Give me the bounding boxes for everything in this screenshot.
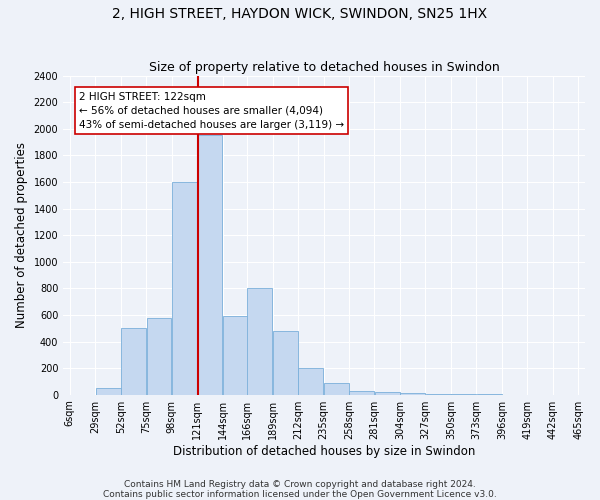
Bar [146, 318, 172, 394]
Bar [298, 368, 323, 394]
Bar [95, 388, 121, 394]
X-axis label: Distribution of detached houses by size in Swindon: Distribution of detached houses by size … [173, 444, 475, 458]
Text: 2, HIGH STREET, HAYDON WICK, SWINDON, SN25 1HX: 2, HIGH STREET, HAYDON WICK, SWINDON, SN… [112, 8, 488, 22]
Bar [223, 316, 248, 394]
Bar [273, 331, 298, 394]
Bar [375, 392, 400, 394]
Bar [121, 328, 146, 394]
Bar [247, 288, 272, 395]
Bar [197, 136, 223, 394]
Text: Contains HM Land Registry data © Crown copyright and database right 2024.
Contai: Contains HM Land Registry data © Crown c… [103, 480, 497, 499]
Bar [349, 390, 374, 394]
Bar [172, 182, 197, 394]
Title: Size of property relative to detached houses in Swindon: Size of property relative to detached ho… [149, 62, 499, 74]
Text: 2 HIGH STREET: 122sqm
← 56% of detached houses are smaller (4,094)
43% of semi-d: 2 HIGH STREET: 122sqm ← 56% of detached … [79, 92, 344, 130]
Y-axis label: Number of detached properties: Number of detached properties [15, 142, 28, 328]
Bar [324, 382, 349, 394]
